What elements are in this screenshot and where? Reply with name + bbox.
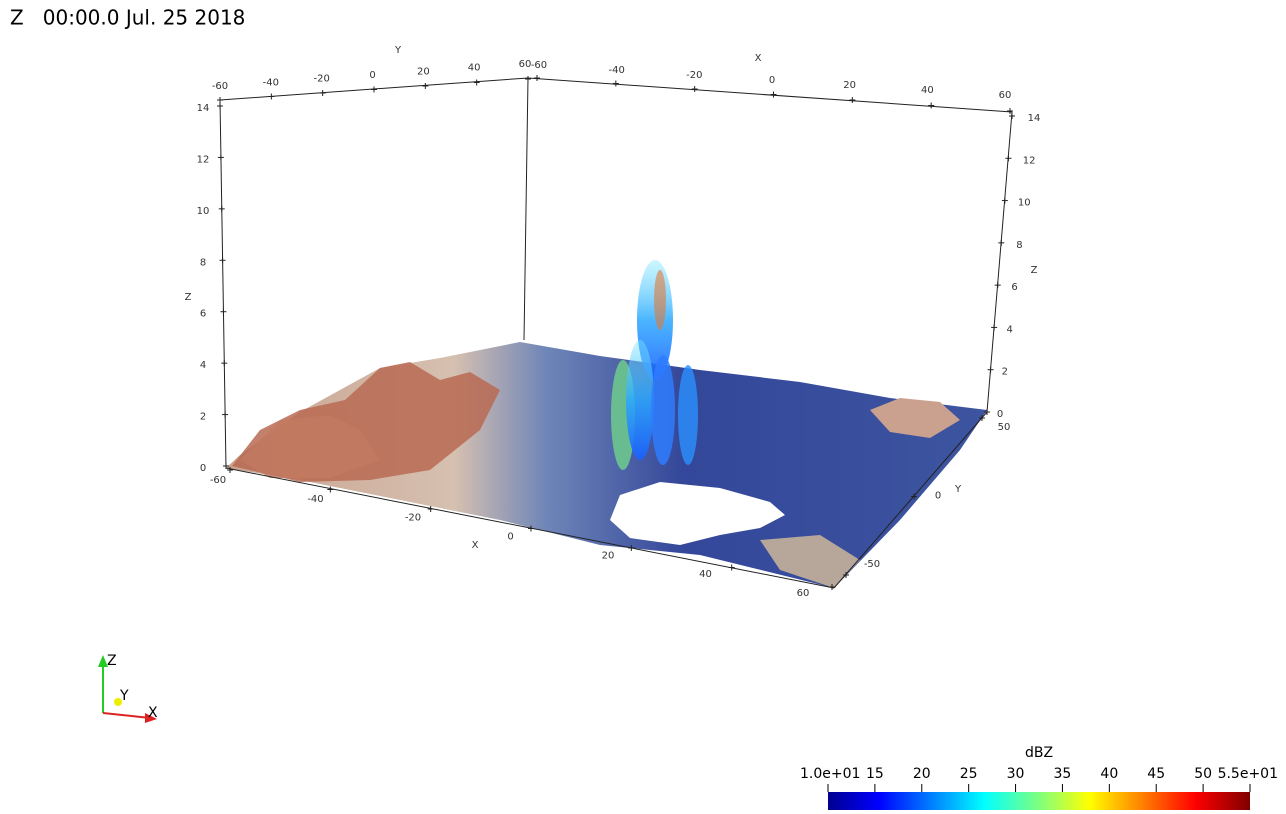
axis-title: Z <box>1031 265 1038 276</box>
triad-x: X <box>148 705 158 721</box>
colorbar-tick-label: 30 <box>1007 766 1025 782</box>
tick-label: 20 <box>602 550 615 561</box>
tick-label: 12 <box>197 154 210 165</box>
colorbar-tick-label: 40 <box>1100 766 1118 782</box>
axis-title: X <box>755 53 762 64</box>
tick-label: 60 <box>797 588 810 599</box>
tick-label: 0 <box>507 532 513 543</box>
axis-left-z: Z 0 2 4 6 8 10 12 14 <box>185 103 229 474</box>
axis-bottom-x: X -60 -40 -20 0 20 40 60 <box>210 467 835 599</box>
tick-label: -50 <box>864 559 880 570</box>
axis-right-z: Z 0 2 4 6 8 10 12 14 <box>984 113 1040 420</box>
tick-label: 10 <box>197 206 210 217</box>
axis-title: Y <box>394 45 402 56</box>
colorbar: dBZ 1.0e+01 15 20 25 30 35 40 45 50 5.5e+01 <box>800 745 1278 810</box>
tick-label: -60 <box>531 60 547 71</box>
tick-label: 8 <box>1016 240 1022 251</box>
tick-label: -20 <box>405 513 421 524</box>
tick-label: 60 <box>519 59 532 70</box>
colorbar-tick-label: 1.0e+01 <box>800 766 860 782</box>
tick-label: 14 <box>1028 113 1041 124</box>
tick-label: 60 <box>999 90 1012 101</box>
title: Z 00:00.0 Jul. 25 2018 <box>10 6 245 30</box>
tick-label: 4 <box>1007 324 1013 335</box>
tick-label: 20 <box>843 80 856 91</box>
axis-title: Y <box>954 484 962 495</box>
orientation-triad: Z Y X <box>98 653 158 723</box>
tick-label: 6 <box>1011 282 1017 293</box>
axis-top-x: X -60 -40 -20 0 20 40 60 <box>531 53 1013 114</box>
axis-right-y: Y 50 0 -50 <box>843 415 1010 578</box>
tick-label: 40 <box>699 569 712 580</box>
tick-label: 12 <box>1023 155 1036 166</box>
tick-label: 2 <box>200 412 206 423</box>
tick-label: 40 <box>921 85 934 96</box>
tick-label: 0 <box>769 75 775 86</box>
colorbar-tick-label: 5.5e+01 <box>1218 766 1278 782</box>
tick-label: -20 <box>686 70 702 81</box>
tick-label: -40 <box>263 77 279 88</box>
tick-label: -60 <box>212 81 228 92</box>
tick-label: 0 <box>935 491 941 502</box>
tick-label: -20 <box>313 74 329 85</box>
tick-label: 0 <box>997 409 1003 420</box>
triad-z: Z <box>107 653 117 669</box>
tick-label: 8 <box>200 257 206 268</box>
tick-label: 40 <box>468 63 481 74</box>
axis-title: Z <box>185 292 192 303</box>
colorbar-tick-label: 15 <box>866 766 884 782</box>
tick-label: -60 <box>210 475 226 486</box>
tick-label: 20 <box>417 66 430 77</box>
axis-title: X <box>472 540 479 551</box>
terrain <box>226 342 987 588</box>
colorbar-gradient <box>828 792 1250 810</box>
tick-label: 4 <box>200 360 206 371</box>
tick-label: 0 <box>369 70 375 81</box>
tick-label: 10 <box>1018 198 1031 209</box>
colorbar-tick-label: 35 <box>1054 766 1072 782</box>
axis-top-y: Y -60 -40 -20 0 20 40 60 <box>212 45 532 103</box>
colorbar-tick-label: 50 <box>1194 766 1212 782</box>
colorbar-tick-label: 25 <box>960 766 978 782</box>
triad-y: Y <box>119 688 129 704</box>
colorbar-tick-label: 20 <box>913 766 931 782</box>
tick-label: -40 <box>608 65 624 76</box>
tick-label: -40 <box>307 494 323 505</box>
reflectivity <box>611 260 698 470</box>
colorbar-tick-label: 45 <box>1147 766 1165 782</box>
tick-label: 14 <box>197 103 210 114</box>
tick-label: 0 <box>200 463 206 474</box>
colorbar-title: dBZ <box>1025 745 1053 761</box>
tick-label: 6 <box>200 309 206 320</box>
tick-label: 50 <box>998 422 1011 433</box>
tick-label: 2 <box>1002 367 1008 378</box>
